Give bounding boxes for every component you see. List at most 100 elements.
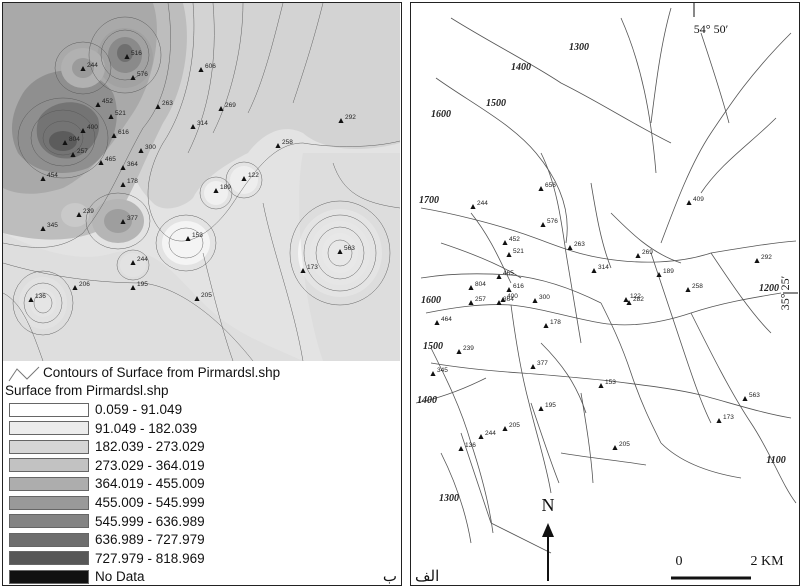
legend-class-label: 91.049 - 182.039 <box>95 420 198 436</box>
sample-point-label: 244 <box>87 62 98 69</box>
sample-point-marker <box>532 298 538 303</box>
sample-point-marker <box>434 320 440 325</box>
sample-point-label: 345 <box>47 222 58 229</box>
legend-class-label: 273.029 - 364.019 <box>95 457 205 473</box>
sample-point-label: 292 <box>761 254 772 261</box>
sample-point-marker <box>754 258 760 263</box>
sample-point-label: 244 <box>477 200 488 207</box>
legend-class-row: 455.009 - 545.999 <box>9 494 205 511</box>
sample-point-label: 606 <box>205 63 216 70</box>
sample-point-label: 269 <box>225 102 236 109</box>
sample-point-label: 282 <box>633 296 644 303</box>
sample-point-marker <box>190 124 196 129</box>
sample-point-marker <box>612 445 618 450</box>
legend-class-label: 364.019 - 455.009 <box>95 476 205 492</box>
scale-start-label: 0 <box>676 554 683 569</box>
contour-elevation-label: 1100 <box>766 455 785 466</box>
sample-point-label: 400 <box>507 293 518 300</box>
legend-contours-label: Contours of Surface from Pirmardsl.shp <box>43 365 281 380</box>
sample-point-marker <box>506 252 512 257</box>
sample-point-label: 576 <box>547 218 558 225</box>
sample-point-marker <box>213 188 219 193</box>
sample-point-marker <box>80 66 86 71</box>
sample-point-label: 205 <box>509 422 520 429</box>
sample-point-marker <box>502 426 508 431</box>
sample-point-label: 136 <box>35 293 46 300</box>
sample-point-marker <box>28 297 34 302</box>
stream-network <box>415 7 797 554</box>
panel-surface: 244 516 576 606 452 521 263 269 314 292 400 616 257 8… <box>2 2 402 586</box>
sample-point-label: 153 <box>605 379 616 386</box>
legend-class-row: 91.049 - 182.039 <box>9 420 197 437</box>
sample-point-marker <box>478 434 484 439</box>
sample-point-marker <box>111 133 117 138</box>
sample-point-marker <box>496 274 502 279</box>
sample-point-label: 178 <box>127 178 138 185</box>
sample-point-label: 136 <box>465 442 476 449</box>
sample-point-label: 377 <box>537 360 548 367</box>
sample-point-label: 195 <box>545 402 556 409</box>
sample-point-label: 521 <box>513 248 524 255</box>
legend-class-label: 636.989 - 727.979 <box>95 532 205 548</box>
legend-swatch <box>9 458 89 473</box>
scale-end-label: 2 KM <box>750 554 784 569</box>
sample-point-label: 616 <box>513 283 524 290</box>
sample-point-marker <box>623 297 629 302</box>
sample-point-label: 409 <box>693 196 704 203</box>
sample-point-marker <box>130 285 136 290</box>
legend-swatch <box>9 551 89 566</box>
sample-point-label: 189 <box>663 268 674 275</box>
sample-point-label: 314 <box>197 120 208 127</box>
sample-point-marker <box>76 212 82 217</box>
sample-point-label: 300 <box>539 294 550 301</box>
sample-point-label: 292 <box>345 114 356 121</box>
sample-point-marker <box>430 371 436 376</box>
contour-elevation-label: 1600 <box>431 109 451 120</box>
contour-elevation-label: 1200 <box>759 283 779 294</box>
legend-swatch <box>9 569 89 584</box>
sample-point-marker <box>716 418 722 423</box>
contour-elevation-label: 1400 <box>511 62 531 73</box>
sample-point-label: 377 <box>127 215 138 222</box>
sample-point-label: 656 <box>545 182 556 189</box>
sample-point-marker <box>108 114 114 119</box>
sample-point-marker <box>98 160 104 165</box>
sample-point-label: 454 <box>47 172 58 179</box>
legend-swatch <box>9 421 89 436</box>
sample-point-label: 178 <box>550 319 561 326</box>
sample-point-marker <box>458 446 464 451</box>
sample-point-label: 239 <box>463 345 474 352</box>
contour-elevation-label: 1700 <box>419 195 439 206</box>
sample-point-marker <box>686 200 692 205</box>
north-arrow-head <box>542 523 554 537</box>
sample-point-label: 258 <box>692 283 703 290</box>
sample-point-marker <box>95 102 101 107</box>
sample-point-marker <box>538 406 544 411</box>
sample-point-marker <box>185 236 191 241</box>
sample-point-label: 244 <box>485 430 496 437</box>
sample-point-marker <box>120 219 126 224</box>
sample-points: 656 244 409 576 452 263 521 269 314 292 465 804 616 4… <box>430 182 772 451</box>
sample-point-marker <box>120 182 126 187</box>
sample-point-marker <box>598 383 604 388</box>
legend-class-label: No Data <box>95 569 145 585</box>
contour-elevation-label: 1300 <box>439 493 459 504</box>
sample-point-label: 263 <box>162 100 173 107</box>
sample-point-marker <box>500 297 506 302</box>
sample-point-label: 804 <box>69 136 80 143</box>
sample-point-marker <box>275 143 281 148</box>
sample-point-label: 239 <box>83 208 94 215</box>
sample-point-marker <box>543 323 549 328</box>
sample-point-marker <box>468 285 474 290</box>
sample-point-marker <box>124 54 130 59</box>
legend-swatch <box>9 476 89 491</box>
sample-point-label: 364 <box>503 296 514 303</box>
contour-elevation-label: 1400 <box>417 395 437 406</box>
contour-elevation-label: 1600 <box>421 295 441 306</box>
longitude-label: 54° 50′ <box>694 22 729 36</box>
legend-class-row: No Data <box>9 568 145 585</box>
sample-point-label: 465 <box>105 156 116 163</box>
sample-point-label: 206 <box>79 281 90 288</box>
